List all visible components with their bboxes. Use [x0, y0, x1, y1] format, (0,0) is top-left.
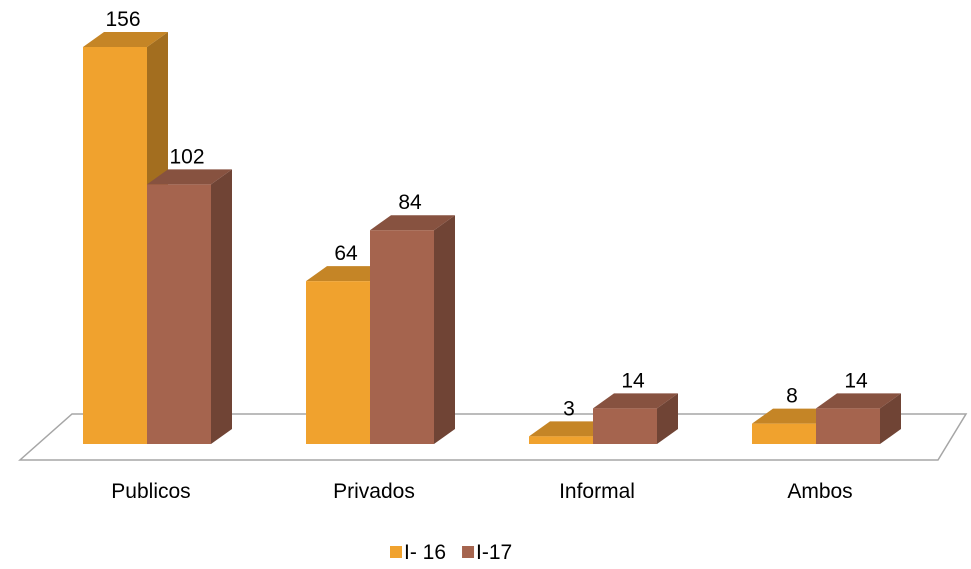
- data-label: 14: [844, 369, 868, 392]
- data-label: 14: [621, 369, 645, 392]
- category-labels-group: Publicos Privados Informal Ambos: [111, 480, 852, 503]
- bar-I-17-publicos: [147, 169, 232, 444]
- data-label: 156: [105, 8, 140, 31]
- chart-floor: [18, 413, 968, 461]
- legend-swatch: [390, 546, 402, 558]
- legend-label: I- 16: [404, 541, 446, 564]
- bar-I-16-ambos: [752, 408, 837, 444]
- bar-I-17-privados: [370, 215, 455, 444]
- legend: I- 16 I-17: [390, 541, 512, 564]
- legend-swatch: [462, 546, 475, 558]
- data-labels-group: 156 102 64 84 3 14 8 14: [105, 8, 868, 420]
- category-label-ambos: Ambos: [787, 480, 852, 503]
- data-label: 64: [334, 242, 358, 265]
- category-label-informal: Informal: [559, 480, 635, 503]
- data-label: 3: [563, 397, 575, 420]
- data-label: 84: [398, 191, 422, 214]
- bars-group: [83, 32, 901, 444]
- category-label-publicos: Publicos: [111, 480, 190, 503]
- category-label-privados: Privados: [333, 480, 415, 503]
- bar-I-17-ambos: [816, 393, 901, 444]
- bar-I-17-informal: [593, 393, 678, 444]
- legend-label: I-17: [476, 541, 512, 564]
- legend-item-0: I- 16: [390, 541, 446, 564]
- legend-item-1: I-17: [462, 541, 512, 564]
- data-label: 8: [786, 385, 798, 408]
- data-label: 102: [169, 145, 204, 168]
